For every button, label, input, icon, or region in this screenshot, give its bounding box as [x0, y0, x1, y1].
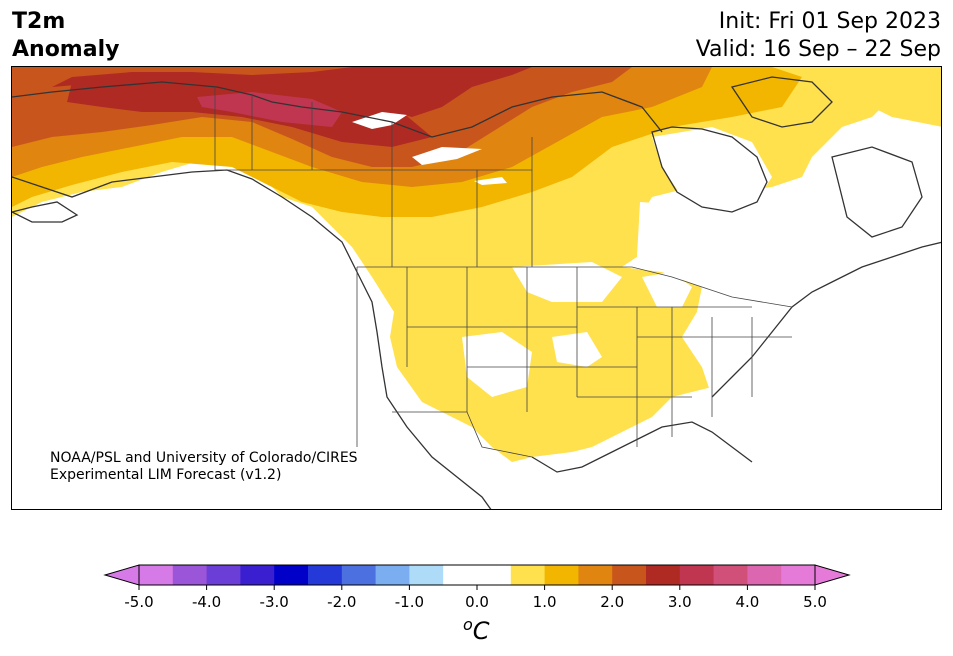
political-borders: [214, 87, 793, 458]
colorbar-cell: [139, 565, 174, 585]
colorbar-tick-label: 3.0: [668, 593, 692, 611]
colorbar-tick-label: 4.0: [735, 593, 759, 611]
colorbar-tick-label: 1.0: [533, 593, 557, 611]
colorbar-cell: [578, 565, 613, 585]
title-line-1: T2m: [12, 9, 66, 34]
init-date: Init: Fri 01 Sep 2023: [718, 9, 941, 34]
credit-line-1: NOAA/PSL and University of Colorado/CIRE…: [50, 450, 358, 466]
title-line-2: Anomaly: [12, 37, 120, 62]
colorbar-cell: [409, 565, 444, 585]
colorbar-cell: [443, 565, 478, 585]
hudson-bay: [652, 127, 772, 212]
colorbar-cell: [646, 565, 681, 585]
colorbar-cell: [341, 565, 377, 585]
anomaly-band-6: [197, 92, 342, 127]
map-credit: NOAA/PSL and University of Colorado/CIRE…: [50, 450, 358, 484]
unit-base: C: [472, 617, 490, 645]
colorbar-tick-label: 0.0: [465, 593, 489, 611]
colorbar-tick-label: 5.0: [803, 593, 827, 611]
colorbar-cell: [308, 565, 343, 585]
colorbar-cell: [679, 565, 715, 585]
colorbar-tick-label: -5.0: [124, 593, 153, 611]
gulf-of-mexico: [572, 437, 791, 509]
colorbar-cell: [375, 565, 410, 585]
colorbar-cell: [510, 565, 546, 585]
colorbar-tick-label: -2.0: [327, 593, 356, 611]
neutral-zone-great-lakes: [642, 272, 692, 307]
neutral-zone-central: [512, 262, 622, 302]
forecast-dates: Init: Fri 01 Sep 2023 Valid: 16 Sep – 22…: [696, 8, 941, 64]
map-panel: NOAA/PSL and University of Colorado/CIRE…: [11, 66, 942, 510]
pacific-ocean: [12, 187, 392, 509]
colorbar-tick-label: -1.0: [395, 593, 424, 611]
colorbar-tick-label: 2.0: [600, 593, 624, 611]
colorbar-cell: [206, 565, 241, 585]
colorbar-cell: [747, 565, 782, 585]
colorbar: -5.0 -4.0 -3.0 -2.0 -1.0 0.0 1.0 2.0 3.0 4.0 5.0: [103, 564, 851, 611]
colorbar-cell: [544, 565, 579, 585]
colorbar-cell: [477, 565, 512, 585]
colorbar-cell: [713, 565, 748, 585]
colorbar-cell: [172, 565, 208, 585]
map-title: T2m Anomaly: [12, 8, 119, 64]
atlantic-ocean: [792, 297, 941, 509]
colorbar-cell: [781, 565, 816, 585]
neutral-zone-southwest: [462, 332, 532, 397]
credit-line-2: Experimental LIM Forecast (v1.2): [50, 467, 282, 483]
lake-athabasca: [474, 177, 507, 185]
colorbar-under-arrow: [103, 564, 140, 586]
valid-range: Valid: 16 Sep – 22 Sep: [695, 37, 941, 62]
colorbar-tick-label: -3.0: [260, 593, 289, 611]
great-bear-lake: [352, 112, 407, 129]
greenland-area: [812, 67, 941, 127]
anomaly-map: [12, 67, 941, 509]
coastlines: [12, 76, 941, 509]
colorbar-tick-label: -4.0: [192, 593, 221, 611]
colorbar-unit: oC: [463, 615, 490, 645]
colorbar-cell: [274, 565, 309, 585]
colorbar-cell: [240, 565, 275, 585]
great-slave-lake: [412, 147, 482, 165]
colorbar-cell: [612, 565, 647, 585]
colorbar-over-arrow: [814, 564, 851, 586]
unit-superscript: o: [463, 615, 473, 634]
colorbar-ticks: -5.0 -4.0 -3.0 -2.0 -1.0 0.0 1.0 2.0 3.0 4.0 5.0: [124, 585, 827, 611]
colorbar-cells: [139, 565, 816, 585]
